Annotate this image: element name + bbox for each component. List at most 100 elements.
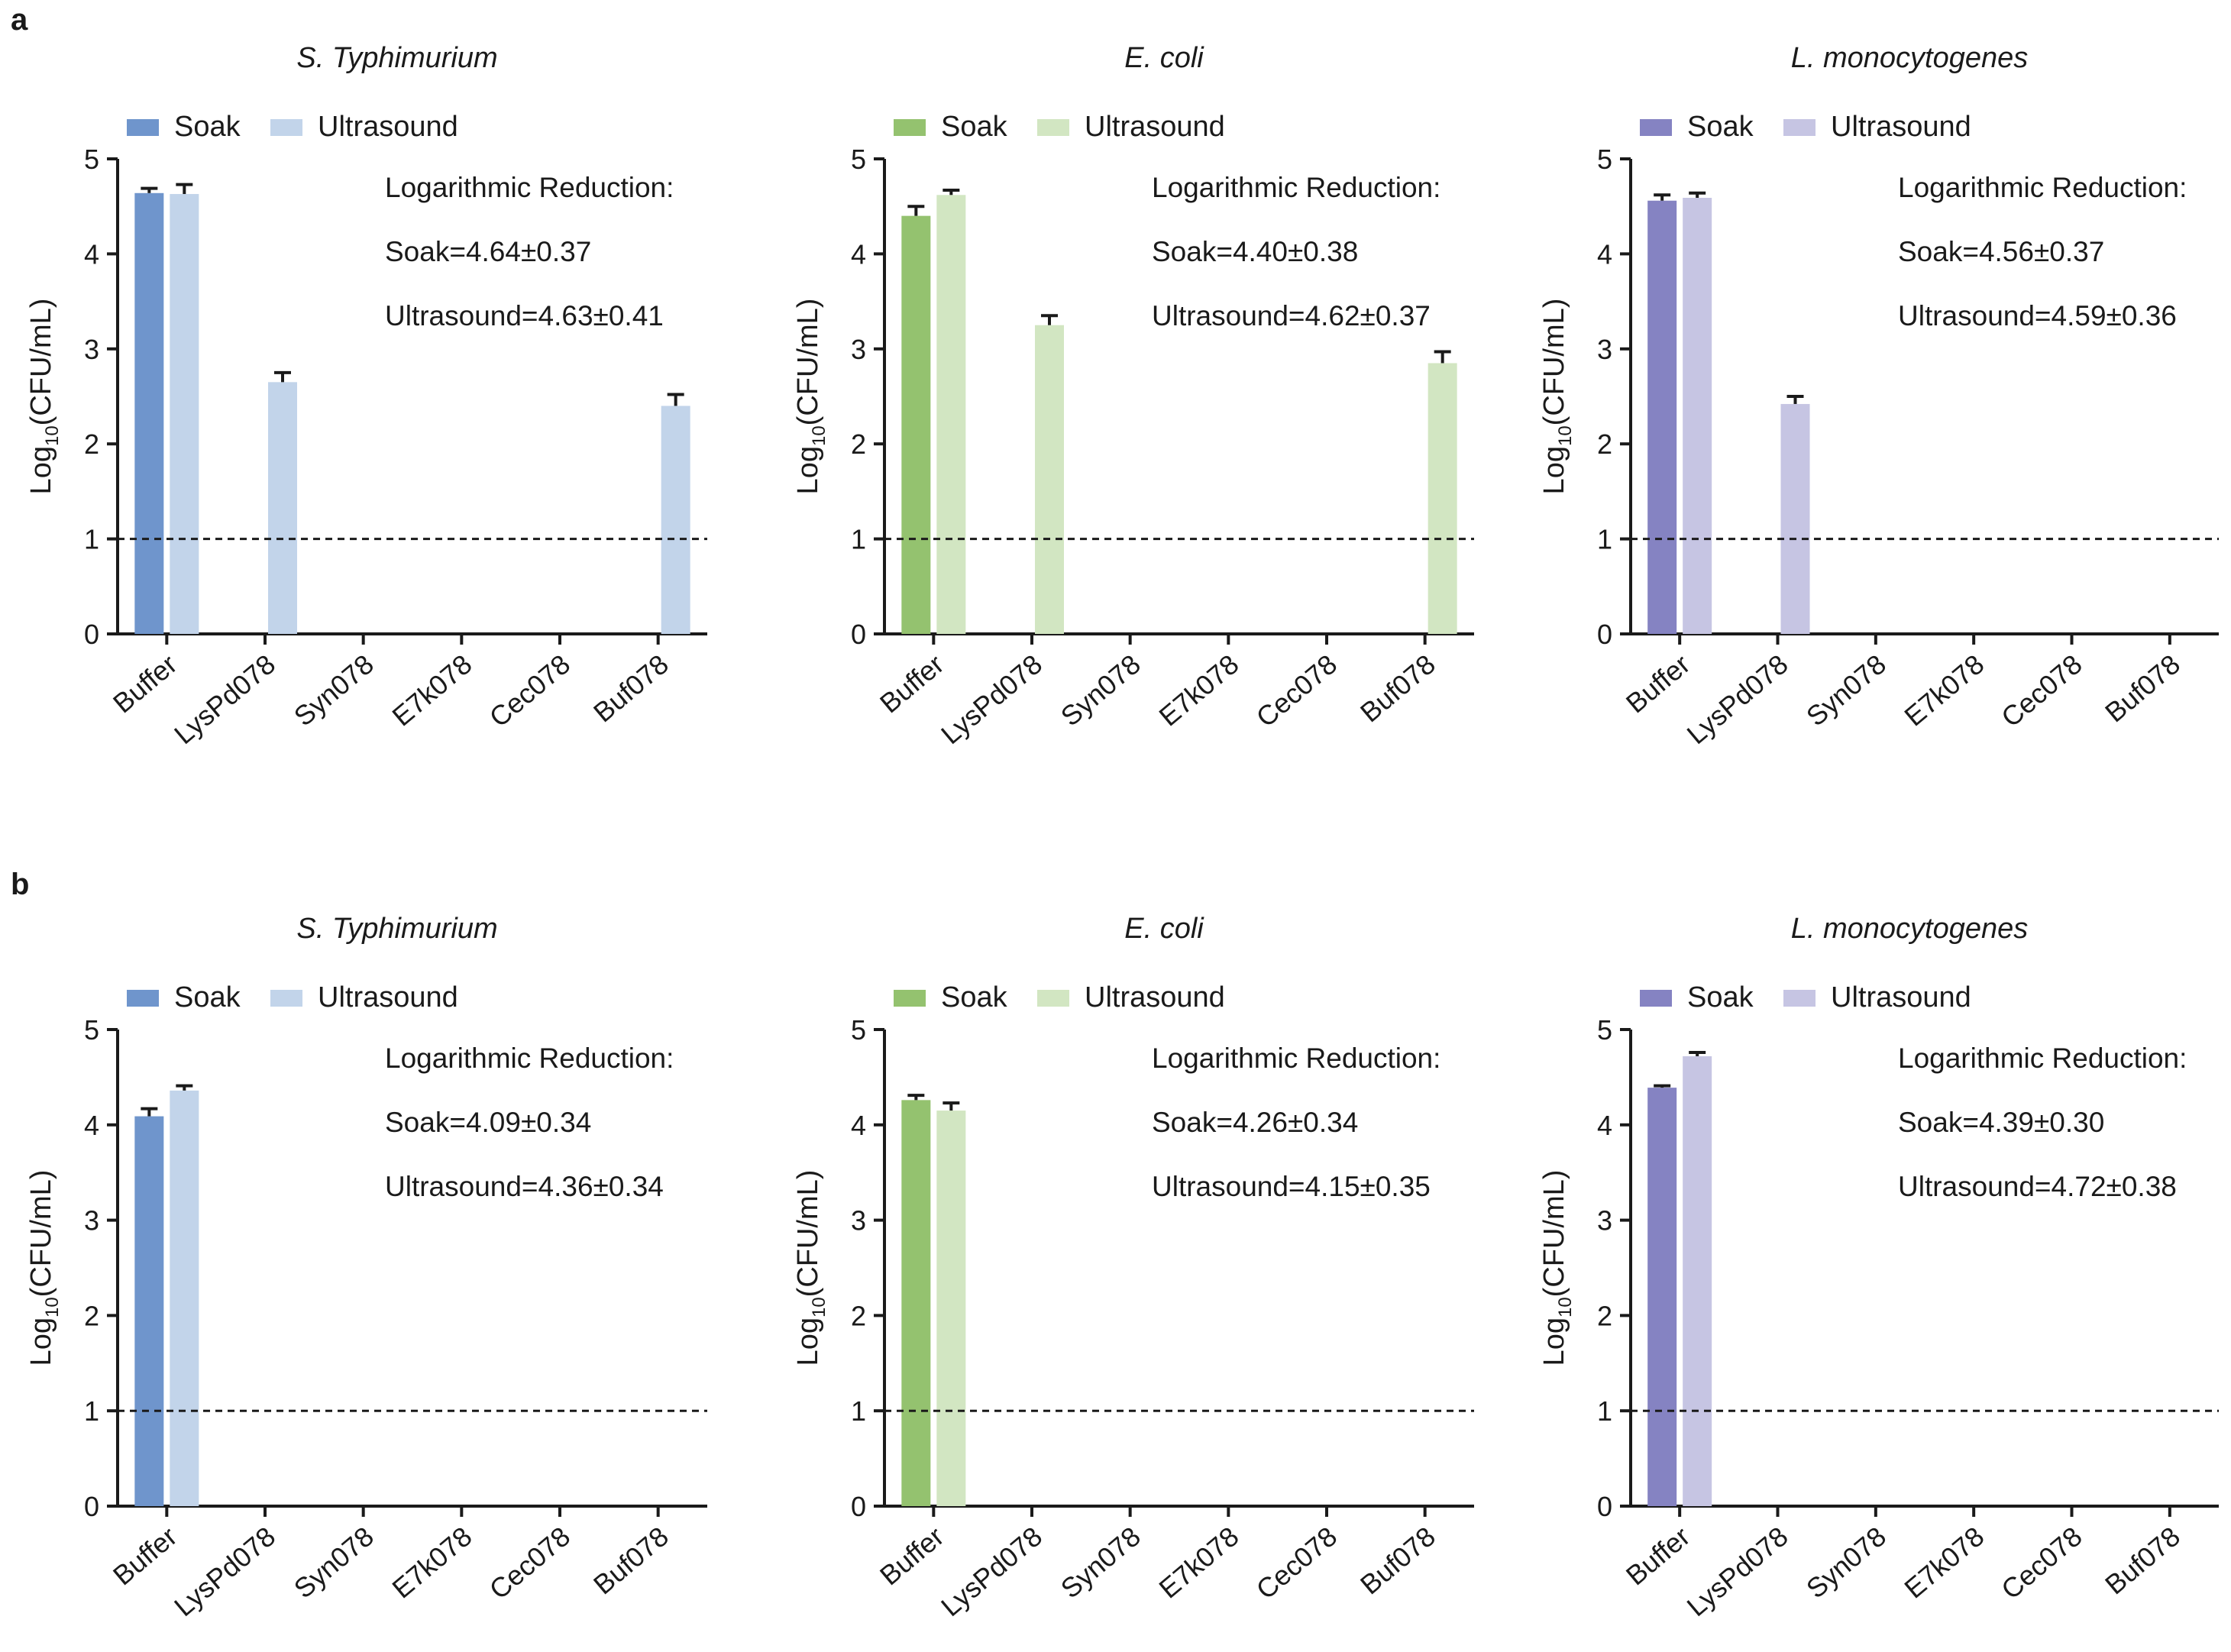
legend-swatch-soak — [894, 990, 926, 1007]
x-tick-label: Buffer — [107, 1521, 183, 1592]
panel-letter-a: a — [11, 3, 28, 37]
bar-ultrasound-buffer — [936, 195, 966, 635]
bar-soak-buffer — [901, 1100, 931, 1506]
x-tick-label: Buffer — [1620, 1521, 1696, 1592]
annotation-line-3: Ultrasound=4.72±0.38 — [1898, 1171, 2177, 1202]
y-tick-label: 5 — [851, 1014, 866, 1046]
annotation-line-2: Soak=4.40±0.38 — [1152, 236, 1358, 267]
bar-ultrasound-buffer — [1683, 1056, 1712, 1506]
y-tick-label: 0 — [1597, 1491, 1612, 1522]
y-axis-label: Log10(CFU/mL) — [1538, 1170, 1576, 1366]
x-tick-label: Cec078 — [1250, 1521, 1343, 1605]
x-tick-label: E7k078 — [1153, 1521, 1245, 1605]
x-tick-label: Syn078 — [1800, 648, 1892, 732]
y-tick-label: 3 — [851, 334, 866, 365]
legend-swatch-ultrasound — [270, 990, 302, 1007]
y-tick-label: 2 — [1597, 1300, 1612, 1331]
y-tick-label: 0 — [851, 1491, 866, 1522]
x-tick-label: E7k078 — [386, 648, 478, 732]
x-tick-label: LysPd078 — [935, 1521, 1048, 1622]
x-tick-label: Cec078 — [483, 648, 576, 733]
x-tick-label: Buf078 — [1354, 648, 1441, 729]
legend-swatch-ultrasound — [1037, 990, 1069, 1007]
bar-soak-buffer — [134, 1116, 164, 1506]
chart-title: S. Typhimurium — [296, 42, 497, 74]
legend-swatch-soak — [127, 990, 159, 1007]
panel-letter-b: b — [11, 868, 30, 901]
x-tick-label: LysPd078 — [1681, 648, 1794, 750]
x-tick-label: Syn078 — [1055, 1521, 1146, 1605]
legend-swatch-soak — [894, 119, 926, 136]
x-tick-label: E7k078 — [1898, 1521, 1990, 1605]
y-tick-label: 0 — [1597, 619, 1612, 650]
bar-ultrasound-buffer — [1683, 198, 1712, 634]
y-tick-label: 2 — [851, 1300, 866, 1331]
annotation-line-1: Logarithmic Reduction: — [1898, 1043, 2187, 1074]
legend-swatch-soak — [127, 119, 159, 136]
bar-soak-buffer — [134, 192, 164, 634]
legend-swatch-soak — [1640, 119, 1672, 136]
bar-soak-buffer — [901, 215, 931, 634]
legend-label-ultrasound: Ultrasound — [1831, 981, 1971, 1014]
x-tick-label: Cec078 — [483, 1521, 576, 1605]
chart-title: E. coli — [1124, 42, 1204, 74]
y-axis-label: Log10(CFU/mL) — [25, 299, 63, 495]
legend-label-ultrasound: Ultrasound — [1085, 981, 1225, 1014]
y-axis-label: Log10(CFU/mL) — [25, 1170, 63, 1366]
x-tick-label: LysPd078 — [168, 648, 281, 750]
x-tick-label: E7k078 — [1898, 648, 1990, 732]
y-tick-label: 5 — [851, 144, 866, 175]
bar-ultrasound-buffer — [170, 1090, 199, 1506]
legend-label-soak: Soak — [941, 981, 1008, 1014]
annotation-line-2: Soak=4.56±0.37 — [1898, 236, 2104, 267]
y-tick-label: 4 — [1597, 1110, 1612, 1141]
x-tick-label: Buffer — [107, 648, 183, 719]
y-axis-label: Log10(CFU/mL) — [792, 1170, 829, 1366]
annotation-line-1: Logarithmic Reduction: — [1152, 1043, 1440, 1074]
y-tick-label: 1 — [1597, 1395, 1612, 1427]
legend-label-soak: Soak — [941, 111, 1008, 143]
legend-label-soak: Soak — [174, 981, 241, 1014]
chart-title: L. monocytogenes — [1791, 913, 2029, 945]
x-tick-label: LysPd078 — [1681, 1521, 1794, 1622]
chart-3: L. monocytogenes Soak Ultrasound 0 1 2 3 4 5 Log1… — [1538, 42, 2219, 750]
y-tick-label: 1 — [1597, 524, 1612, 555]
x-tick-label: Buf078 — [1354, 1521, 1441, 1601]
legend-swatch-soak — [1640, 990, 1672, 1007]
chart-1: S. Typhimurium Soak Ultrasound 0 1 2 3 4 5 Log10(… — [25, 42, 707, 750]
y-axis-label: Log10(CFU/mL) — [1538, 299, 1576, 495]
y-tick-label: 1 — [851, 524, 866, 555]
x-tick-label: Buf078 — [587, 648, 674, 729]
annotation-line-3: Ultrasound=4.36±0.34 — [385, 1171, 664, 1202]
annotation-line-1: Logarithmic Reduction: — [1898, 172, 2187, 203]
y-tick-label: 5 — [84, 144, 99, 175]
annotation-line-3: Ultrasound=4.59±0.36 — [1898, 300, 2177, 331]
annotation-line-1: Logarithmic Reduction: — [385, 1043, 674, 1074]
x-tick-label: Buffer — [1620, 648, 1696, 719]
bar-soak-buffer — [1647, 1088, 1677, 1506]
annotation-line-3: Ultrasound=4.63±0.41 — [385, 300, 664, 331]
x-tick-label: Buf078 — [2099, 1521, 2186, 1601]
chart-title: E. coli — [1124, 913, 1204, 945]
y-tick-label: 5 — [1597, 144, 1612, 175]
bar-ultrasound-lyspd078 — [268, 382, 297, 634]
legend-swatch-ultrasound — [1037, 119, 1069, 136]
y-tick-label: 3 — [84, 1205, 99, 1237]
legend-label-soak: Soak — [1687, 111, 1754, 143]
x-tick-label: E7k078 — [386, 1521, 478, 1605]
y-tick-label: 2 — [84, 1300, 99, 1331]
bar-ultrasound-lyspd078 — [1035, 325, 1064, 634]
legend-swatch-ultrasound — [1783, 990, 1816, 1007]
legend-label-ultrasound: Ultrasound — [1085, 111, 1225, 143]
y-tick-label: 4 — [84, 238, 99, 270]
x-tick-label: Cec078 — [1995, 648, 2087, 733]
y-tick-label: 0 — [84, 619, 99, 650]
y-tick-label: 4 — [851, 238, 866, 270]
annotation-line-1: Logarithmic Reduction: — [1152, 172, 1440, 203]
y-tick-label: 1 — [84, 1395, 99, 1427]
y-tick-label: 2 — [1597, 428, 1612, 460]
legend-label-soak: Soak — [1687, 981, 1754, 1014]
x-tick-label: Buf078 — [587, 1521, 674, 1601]
annotation-line-2: Soak=4.39±0.30 — [1898, 1107, 2104, 1138]
